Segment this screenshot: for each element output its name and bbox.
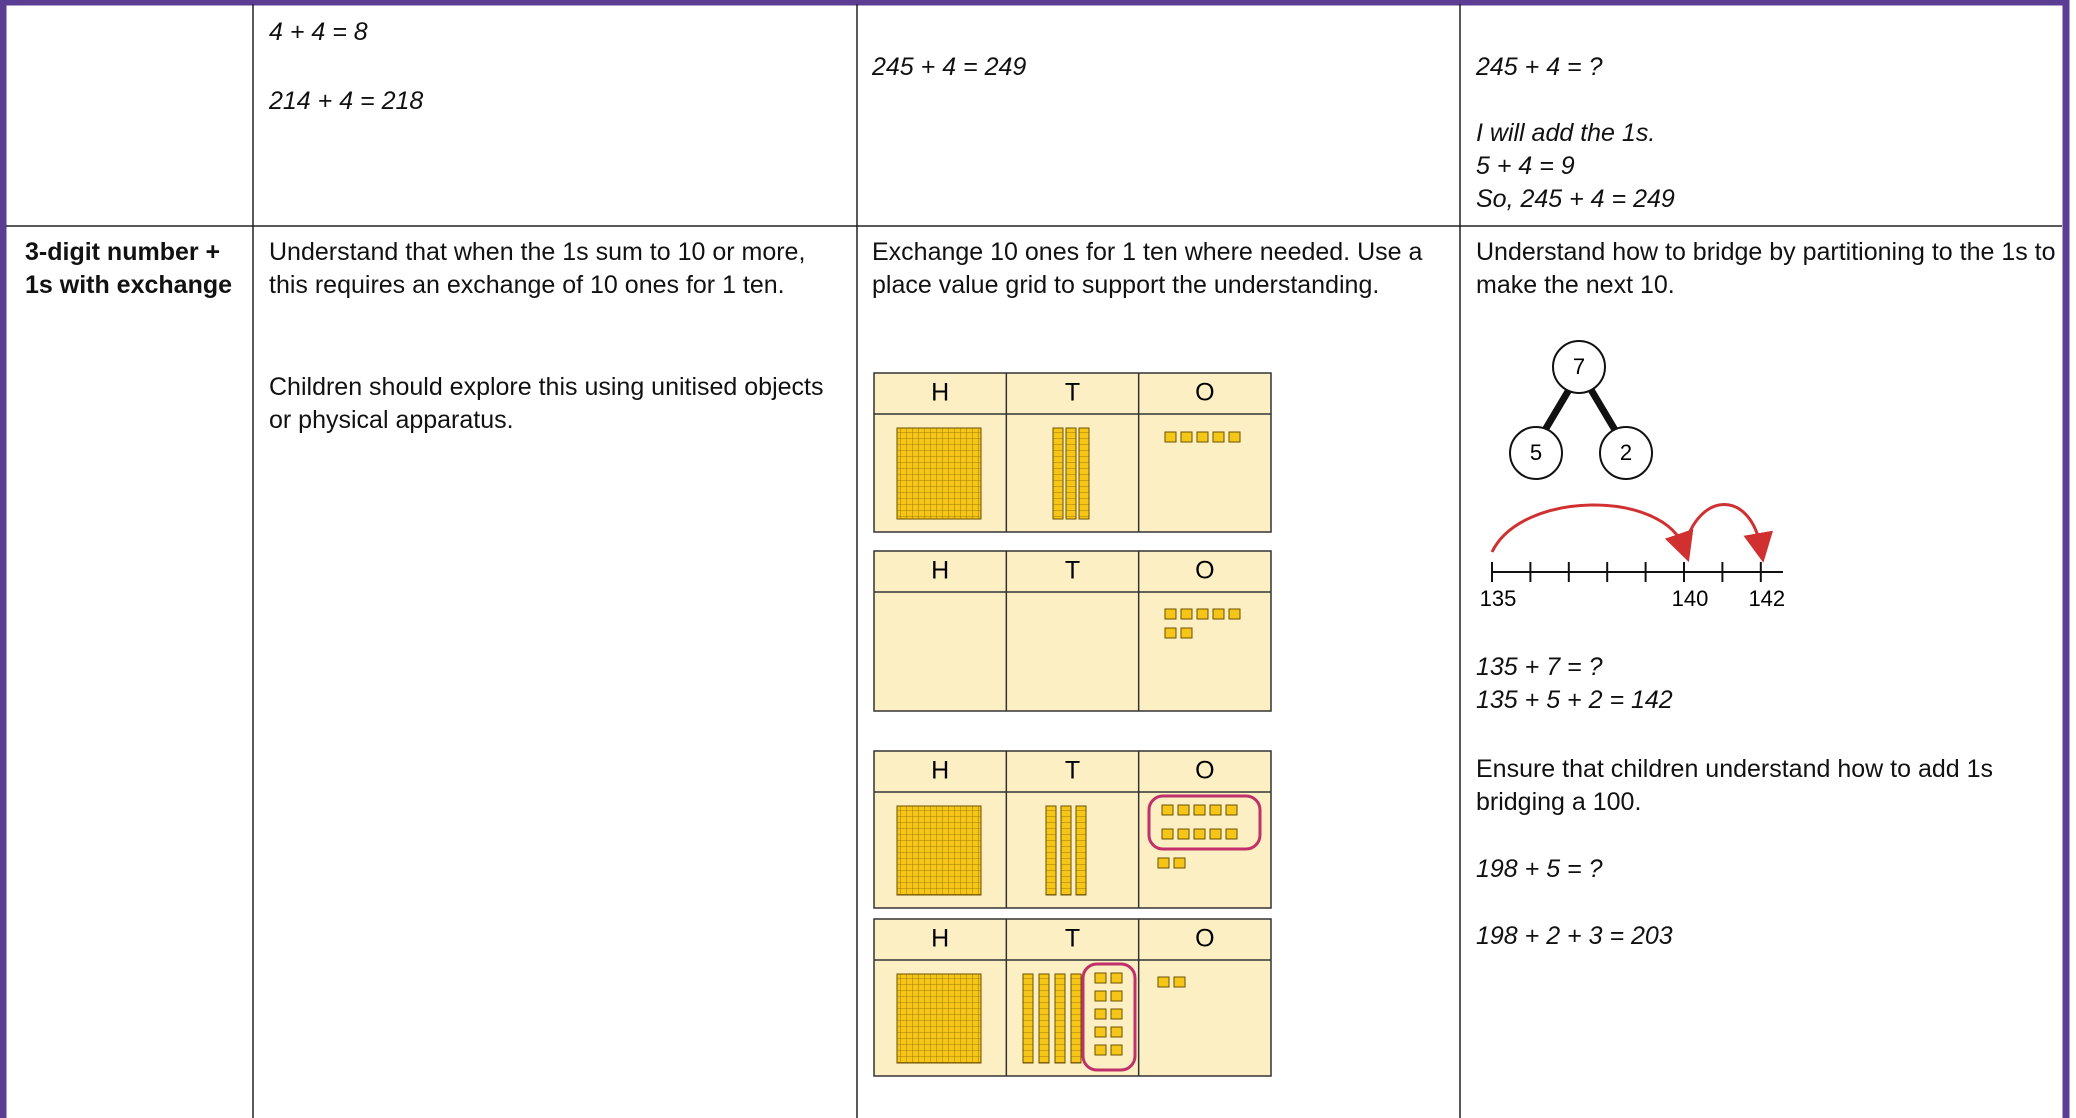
paragraph: Understand that when the 1s sum to 10 or… [269,238,806,299]
one-cube [1225,804,1238,816]
one-cube [1110,1044,1123,1056]
paragraph: Ensure that children understand how to a… [1476,755,1994,816]
one-cube [1157,857,1170,869]
equation: 135 + 7 = ? [1476,653,1603,681]
hundred-block [896,973,982,1064]
one-cube [1110,972,1123,984]
part-whole-link [1586,386,1619,432]
one-cube [1164,431,1177,443]
one-cube [1180,608,1193,620]
one-cube [1110,990,1123,1002]
number-line-label: 140 [1672,586,1709,611]
part-whole-label: 7 [1573,354,1585,379]
part-whole-circle [1552,340,1606,394]
ten-rod [1038,973,1050,1064]
one-cube [1225,828,1238,840]
equation: 4 + 4 = 8 [269,18,368,46]
paragraph: Exchange 10 ones for 1 ten where needed.… [872,238,1423,299]
note: I will add the 1s. [1476,119,1656,147]
grid-header: O [1195,379,1214,407]
grid-header: O [1195,757,1214,785]
grid-header: H [931,557,949,585]
jump-arrow [1682,503,1774,563]
ten-rod [1022,973,1034,1064]
equation: 245 + 4 = 249 [872,53,1027,81]
ten-rod [1054,973,1066,1064]
one-cube [1228,608,1241,620]
grid-header: H [931,757,949,785]
exchange-ring [1147,794,1262,851]
part-whole-circle [1509,426,1563,480]
hundred-block [896,427,982,520]
one-cube [1177,804,1190,816]
grid-header: T [1065,379,1080,407]
part-whole-circle [1599,426,1653,480]
one-cube [1228,431,1241,443]
number-line-label: 142 [1748,586,1785,611]
paragraph: Children should explore this using uniti… [269,373,824,434]
exchange-ring [1081,962,1137,1072]
hundred-block [896,805,982,896]
one-cube [1196,608,1209,620]
one-cube [1209,828,1222,840]
ten-rod [1045,805,1057,896]
grid-header: O [1195,925,1214,953]
grid-header: T [1065,757,1080,785]
ten-rod [1065,427,1077,520]
part-whole-link [1541,386,1574,432]
grid-header: O [1195,557,1214,585]
grid-header: H [931,925,949,953]
one-cube [1094,1026,1107,1038]
one-cube [1196,431,1209,443]
one-cube [1180,627,1193,639]
one-cube [1094,990,1107,1002]
one-cube [1094,1044,1107,1056]
one-cube [1180,431,1193,443]
row-heading: 3-digit number + 1s with exchange [25,238,233,299]
equation: 135 + 5 + 2 = 142 [1476,686,1673,714]
one-cube [1110,1008,1123,1020]
one-cube [1173,976,1186,988]
one-cube [1110,1026,1123,1038]
paragraph: Understand how to bridge by partitioning… [1476,238,2056,299]
one-cube [1177,828,1190,840]
one-cube [1164,608,1177,620]
one-cube [1161,828,1174,840]
equation: 5 + 4 = 9 [1476,152,1575,180]
jump-arrow [1490,503,1694,563]
grid-header: T [1065,925,1080,953]
one-cube [1173,857,1186,869]
one-cube [1094,972,1107,984]
equation: 245 + 4 = ? [1476,53,1603,81]
equation: 198 + 5 = ? [1476,855,1603,883]
grid-header: H [931,379,949,407]
one-cube [1209,804,1222,816]
part-whole-label: 5 [1530,440,1542,465]
ten-rod [1070,973,1082,1064]
equation: So, 245 + 4 = 249 [1476,185,1675,213]
one-cube [1193,804,1206,816]
grid-header: T [1065,557,1080,585]
ten-rod [1078,427,1090,520]
ten-rod [1075,805,1087,896]
one-cube [1157,976,1170,988]
number-line-label: 135 [1480,586,1517,611]
one-cube [1212,608,1225,620]
one-cube [1212,431,1225,443]
part-whole-label: 2 [1620,440,1632,465]
place-value-grid [873,550,1272,712]
one-cube [1164,627,1177,639]
equation: 214 + 4 = 218 [269,87,424,115]
equation: 198 + 2 + 3 = 203 [1476,922,1673,950]
one-cube [1094,1008,1107,1020]
ten-rod [1052,427,1064,520]
ten-rod [1060,805,1072,896]
one-cube [1193,828,1206,840]
one-cube [1161,804,1174,816]
